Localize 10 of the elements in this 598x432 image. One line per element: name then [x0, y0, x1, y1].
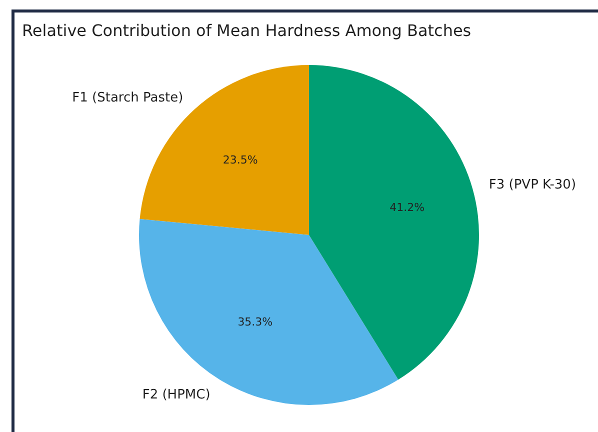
pie-slice [139, 219, 398, 405]
slice-label: F1 (Starch Paste) [72, 90, 184, 106]
pie-slice [309, 65, 479, 380]
data-label: 41.2% [390, 201, 425, 214]
data-label: 35.3% [238, 315, 273, 328]
slice-label: F3 (PVP K-30) [488, 178, 576, 193]
data-label: 23.5% [222, 153, 258, 166]
pie-slice [140, 65, 309, 235]
slice-label: F2 (HPMC) [142, 387, 210, 402]
chart-title: Relative Contribution of Mean Hardness Among Batches [22, 21, 472, 40]
